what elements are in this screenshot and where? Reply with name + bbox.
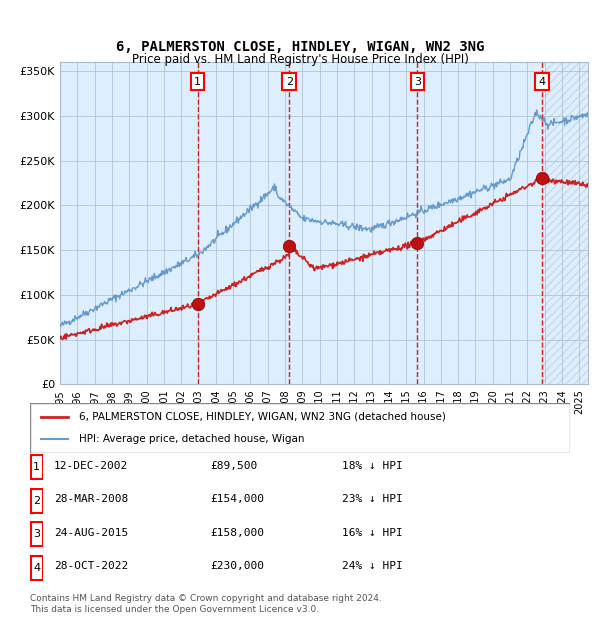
FancyBboxPatch shape — [31, 556, 43, 580]
Text: 3: 3 — [33, 529, 40, 539]
FancyBboxPatch shape — [31, 522, 43, 546]
Text: 6, PALMERSTON CLOSE, HINDLEY, WIGAN, WN2 3NG (detached house): 6, PALMERSTON CLOSE, HINDLEY, WIGAN, WN2… — [79, 412, 445, 422]
Text: 23% ↓ HPI: 23% ↓ HPI — [342, 494, 403, 504]
FancyBboxPatch shape — [30, 403, 570, 453]
Text: 28-MAR-2008: 28-MAR-2008 — [54, 494, 128, 504]
Text: 12-DEC-2002: 12-DEC-2002 — [54, 461, 128, 471]
FancyBboxPatch shape — [31, 489, 43, 513]
Text: 4: 4 — [33, 563, 40, 573]
Text: 24-AUG-2015: 24-AUG-2015 — [54, 528, 128, 538]
Text: 4: 4 — [538, 77, 545, 87]
Text: HPI: Average price, detached house, Wigan: HPI: Average price, detached house, Wiga… — [79, 434, 304, 444]
Text: 24% ↓ HPI: 24% ↓ HPI — [342, 561, 403, 571]
Text: £158,000: £158,000 — [210, 528, 264, 538]
Text: 3: 3 — [414, 77, 421, 87]
Text: £154,000: £154,000 — [210, 494, 264, 504]
Text: Price paid vs. HM Land Registry's House Price Index (HPI): Price paid vs. HM Land Registry's House … — [131, 53, 469, 66]
Text: 6, PALMERSTON CLOSE, HINDLEY, WIGAN, WN2 3NG: 6, PALMERSTON CLOSE, HINDLEY, WIGAN, WN2… — [116, 40, 484, 55]
Text: £89,500: £89,500 — [210, 461, 257, 471]
Text: £230,000: £230,000 — [210, 561, 264, 571]
Text: 2: 2 — [286, 77, 293, 87]
FancyBboxPatch shape — [31, 455, 43, 479]
Bar — [542, 62, 588, 384]
Text: 18% ↓ HPI: 18% ↓ HPI — [342, 461, 403, 471]
Text: 16% ↓ HPI: 16% ↓ HPI — [342, 528, 403, 538]
Text: 2: 2 — [33, 496, 40, 506]
Text: 1: 1 — [194, 77, 201, 87]
Text: 1: 1 — [33, 463, 40, 472]
Text: Contains HM Land Registry data © Crown copyright and database right 2024.
This d: Contains HM Land Registry data © Crown c… — [30, 595, 382, 614]
Text: 28-OCT-2022: 28-OCT-2022 — [54, 561, 128, 571]
